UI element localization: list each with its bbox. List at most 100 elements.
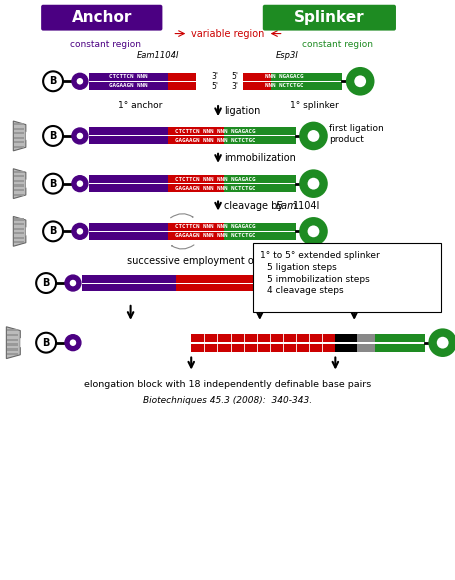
Circle shape — [334, 276, 348, 290]
Text: 1° to 5° extended splinker: 1° to 5° extended splinker — [259, 251, 379, 260]
Text: GAGAAGN NNN NNN NCTCTGC: GAGAAGN NNN NNN NCTCTGC — [174, 138, 255, 143]
Bar — [14, 237, 24, 239]
Bar — [255, 274, 273, 282]
Circle shape — [36, 333, 56, 353]
Text: 5': 5' — [211, 82, 218, 90]
Bar — [168, 82, 196, 90]
Text: 5 ligation steps: 5 ligation steps — [266, 263, 336, 271]
Bar — [14, 132, 24, 134]
Text: CTCTTCN NNN NNN NGAGACG: CTCTTCN NNN NNN NGAGACG — [174, 129, 255, 134]
Text: CTCTTCN NNN: CTCTTCN NNN — [109, 74, 147, 79]
Circle shape — [300, 219, 326, 244]
Bar — [89, 82, 168, 90]
Text: Eam1104I: Eam1104I — [137, 51, 179, 60]
Bar — [89, 184, 168, 192]
Bar — [334, 334, 356, 342]
Circle shape — [72, 73, 88, 89]
Text: 1104I: 1104I — [292, 201, 319, 211]
Text: B: B — [49, 226, 56, 237]
Bar — [176, 284, 221, 292]
FancyBboxPatch shape — [41, 5, 162, 31]
Circle shape — [300, 171, 326, 197]
Polygon shape — [13, 169, 26, 198]
FancyArrowPatch shape — [171, 245, 193, 249]
Bar — [223, 128, 295, 136]
Bar — [223, 184, 295, 192]
Bar — [243, 82, 270, 90]
Bar — [223, 136, 295, 144]
Bar — [334, 344, 356, 351]
Text: B: B — [49, 179, 56, 188]
Bar — [221, 284, 255, 292]
Bar — [7, 343, 18, 346]
Text: NNN NGAGACG: NNN NGAGACG — [265, 74, 303, 79]
FancyArrowPatch shape — [170, 213, 192, 218]
Circle shape — [72, 128, 88, 144]
Circle shape — [76, 227, 84, 235]
Text: 3': 3' — [211, 72, 218, 81]
Bar — [191, 334, 334, 342]
Bar — [14, 241, 24, 244]
Text: NNN NCTCTGC: NNN NCTCTGC — [265, 84, 303, 88]
Bar — [168, 223, 196, 231]
Bar — [223, 175, 295, 183]
Text: 3': 3' — [231, 82, 238, 90]
Bar — [14, 180, 24, 182]
Text: constant region: constant region — [301, 40, 372, 49]
FancyBboxPatch shape — [262, 5, 395, 31]
Bar — [168, 73, 196, 81]
Polygon shape — [26, 132, 32, 140]
Text: 1° splinker: 1° splinker — [289, 101, 338, 110]
Circle shape — [36, 273, 56, 293]
Text: ligation: ligation — [223, 106, 260, 116]
Bar — [7, 334, 18, 336]
Text: GAGAAGN NNN: GAGAAGN NNN — [109, 84, 147, 88]
Bar — [89, 223, 168, 231]
Bar — [89, 175, 168, 183]
Bar — [14, 175, 24, 177]
Bar — [89, 232, 168, 240]
Text: successive employment of 5 anchors: successive employment of 5 anchors — [127, 256, 308, 266]
Bar — [14, 142, 24, 143]
Circle shape — [72, 223, 88, 240]
Circle shape — [300, 123, 326, 149]
Bar — [14, 137, 24, 139]
Bar — [14, 227, 24, 230]
Bar — [89, 73, 168, 81]
Bar — [7, 353, 18, 356]
Bar — [14, 146, 24, 148]
Circle shape — [76, 77, 84, 85]
Bar — [374, 344, 424, 351]
Circle shape — [69, 339, 77, 347]
Circle shape — [353, 74, 366, 88]
Bar — [14, 184, 24, 187]
Circle shape — [306, 224, 320, 238]
Polygon shape — [26, 227, 32, 236]
Bar — [168, 184, 196, 192]
Circle shape — [429, 330, 455, 356]
Circle shape — [76, 132, 84, 140]
Circle shape — [306, 177, 320, 191]
Circle shape — [43, 126, 63, 146]
Text: Esp3I: Esp3I — [276, 51, 298, 60]
Bar — [243, 73, 270, 81]
Text: 1° anchor: 1° anchor — [118, 101, 162, 110]
FancyBboxPatch shape — [252, 243, 440, 312]
Text: 4 cleavage steps: 4 cleavage steps — [266, 287, 343, 295]
Circle shape — [306, 129, 320, 143]
Circle shape — [69, 279, 77, 287]
Circle shape — [435, 336, 449, 350]
Polygon shape — [26, 179, 32, 188]
Circle shape — [76, 180, 84, 187]
Bar — [89, 128, 168, 136]
Bar — [7, 339, 18, 341]
Bar — [196, 232, 223, 240]
Text: constant region: constant region — [70, 40, 141, 49]
Bar — [7, 329, 18, 331]
Bar — [273, 284, 323, 292]
Bar — [270, 73, 342, 81]
Text: cleavage by: cleavage by — [223, 201, 286, 211]
Text: first ligation
product: first ligation product — [329, 124, 383, 144]
Circle shape — [43, 222, 63, 241]
Bar — [14, 232, 24, 234]
